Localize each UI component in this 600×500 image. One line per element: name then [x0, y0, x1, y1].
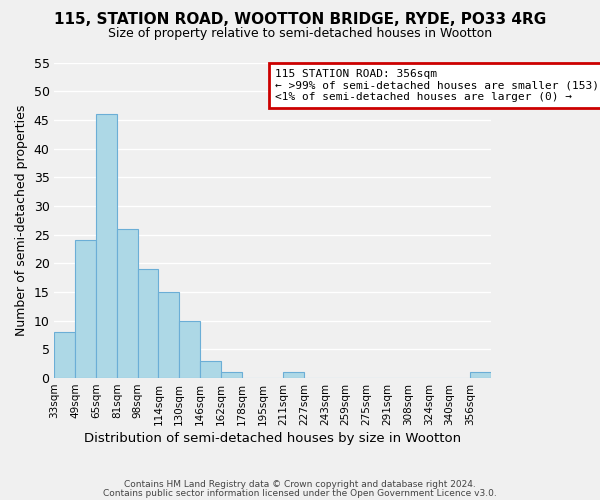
Bar [470, 372, 491, 378]
Text: Size of property relative to semi-detached houses in Wootton: Size of property relative to semi-detach… [108, 28, 492, 40]
Bar [283, 372, 304, 378]
Bar [75, 240, 96, 378]
Bar [221, 372, 242, 378]
Bar [179, 320, 200, 378]
Bar [96, 114, 117, 378]
Text: 115 STATION ROAD: 356sqm
← >99% of semi-detached houses are smaller (153)
<1% of: 115 STATION ROAD: 356sqm ← >99% of semi-… [275, 69, 599, 102]
Bar [137, 269, 158, 378]
Bar [55, 332, 75, 378]
Text: Contains public sector information licensed under the Open Government Licence v3: Contains public sector information licen… [103, 488, 497, 498]
Bar [200, 361, 221, 378]
X-axis label: Distribution of semi-detached houses by size in Wootton: Distribution of semi-detached houses by … [84, 432, 461, 445]
Bar [117, 229, 137, 378]
Text: 115, STATION ROAD, WOOTTON BRIDGE, RYDE, PO33 4RG: 115, STATION ROAD, WOOTTON BRIDGE, RYDE,… [54, 12, 546, 28]
Bar [158, 292, 179, 378]
Y-axis label: Number of semi-detached properties: Number of semi-detached properties [15, 104, 28, 336]
Text: Contains HM Land Registry data © Crown copyright and database right 2024.: Contains HM Land Registry data © Crown c… [124, 480, 476, 489]
